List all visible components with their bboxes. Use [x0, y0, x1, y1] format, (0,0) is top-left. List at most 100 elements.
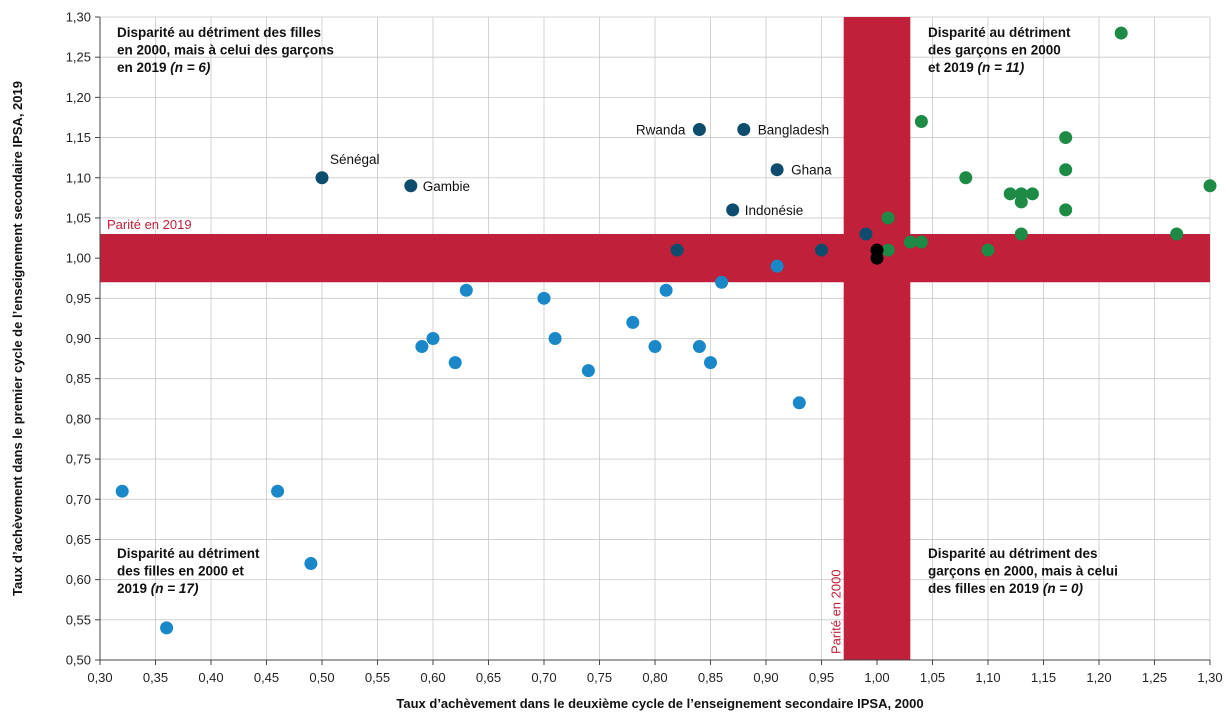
data-point — [448, 356, 462, 370]
quadrant-count: (n = 6) — [170, 60, 211, 75]
data-point — [704, 356, 717, 370]
data-point — [692, 123, 706, 137]
data-point — [670, 243, 684, 257]
parity-band-2000 — [843, 17, 911, 660]
point-label: Ghana — [791, 163, 832, 178]
x-tick-label: 0,30 — [87, 670, 112, 685]
point-label: Sénégal — [330, 152, 380, 167]
data-point — [870, 251, 884, 265]
y-tick-label: 0,80 — [66, 411, 91, 426]
data-point — [1059, 131, 1073, 145]
data-point — [537, 291, 551, 305]
data-point — [659, 283, 673, 297]
x-tick-label: 1,10 — [975, 670, 1000, 685]
data-point — [581, 364, 595, 378]
data-point — [648, 340, 662, 354]
data-point — [548, 332, 562, 345]
quadrant-count: (n = 0) — [1043, 581, 1084, 596]
quadrant-text: Disparité au détriment — [117, 546, 260, 561]
x-tick-label: 0,40 — [198, 670, 223, 685]
data-point — [1114, 26, 1128, 40]
quadrant-text: en 2019 — [117, 60, 170, 75]
y-tick-label: 1,25 — [66, 50, 91, 65]
x-tick-label: 1,20 — [1086, 670, 1111, 685]
quadrant-text: des filles en 2000 et — [117, 564, 244, 579]
quadrant-text: Disparité au détriment des filles — [117, 25, 321, 40]
y-tick-label: 0,50 — [66, 653, 91, 668]
x-tick-label: 1,05 — [920, 670, 945, 685]
data-point — [737, 123, 751, 137]
quadrant-text: des garçons en 2000 — [928, 43, 1061, 58]
data-point — [1014, 227, 1028, 241]
x-tick-label: 0,65 — [476, 670, 501, 685]
x-tick-label: 0,50 — [309, 670, 334, 685]
data-point — [881, 243, 895, 257]
point-label: Bangladesh — [758, 123, 829, 138]
quadrant-text: des filles en 2019 — [928, 581, 1043, 596]
data-point — [1003, 187, 1017, 201]
y-tick-label: 0,95 — [66, 291, 91, 306]
parity-band-2019 — [100, 234, 1210, 283]
x-tick-label: 0,80 — [642, 670, 667, 685]
quadrant-label-top-left-line: Disparité au détriment des filles — [117, 25, 321, 40]
data-point — [415, 340, 429, 354]
data-point — [115, 484, 129, 498]
x-tick-label: 0,35 — [143, 670, 168, 685]
data-point — [881, 211, 895, 225]
data-point — [792, 396, 806, 410]
quadrant-text: 2019 — [117, 581, 151, 596]
data-point — [426, 332, 440, 345]
x-tick-label: 1,25 — [1142, 670, 1167, 685]
x-tick-label: 0,75 — [587, 670, 612, 685]
x-tick-label: 1,00 — [864, 670, 889, 685]
y-tick-label: 0,60 — [66, 572, 91, 587]
data-point — [1059, 163, 1073, 177]
quadrant-count: (n = 11) — [978, 60, 1025, 75]
x-tick-label: 0,95 — [809, 670, 834, 685]
point-label: Indonésie — [745, 203, 804, 218]
y-axis-title: Taux d’achèvement dans le premier cycle … — [10, 81, 25, 596]
quadrant-label-bottom-left-line: 2019 (n = 17) — [117, 581, 199, 596]
data-point — [1059, 203, 1073, 217]
quadrant-text: Disparité au détriment — [928, 25, 1071, 40]
data-point — [1014, 195, 1028, 209]
quadrant-label-top-right-line: et 2019 (n = 11) — [928, 60, 1025, 75]
y-tick-label: 0,85 — [66, 371, 91, 386]
quadrant-count: (n = 17) — [151, 581, 199, 596]
parity-2000-label: Parité en 2000 — [829, 569, 844, 654]
quadrant-label-bottom-right-line: des filles en 2019 (n = 0) — [928, 581, 1083, 596]
x-tick-label: 0,55 — [365, 670, 390, 685]
quadrant-label-top-left-line: en 2000, mais à celui des garçons — [117, 43, 334, 58]
data-point — [815, 243, 828, 257]
x-tick-label: 0,70 — [531, 670, 556, 685]
y-tick-label: 0,65 — [66, 532, 91, 547]
y-tick-label: 0,75 — [66, 452, 91, 467]
y-tick-label: 0,55 — [66, 612, 91, 627]
data-point — [959, 171, 973, 185]
x-tick-label: 1,30 — [1197, 670, 1222, 685]
y-tick-label: 0,70 — [66, 492, 91, 507]
data-point — [903, 235, 917, 249]
quadrant-text: Disparité au détriment des — [928, 546, 1098, 561]
data-point — [692, 340, 706, 354]
data-point — [304, 557, 318, 571]
x-tick-label: 0,45 — [254, 670, 279, 685]
quadrant-label-top-left-line: en 2019 (n = 6) — [117, 60, 211, 75]
data-point — [459, 283, 473, 297]
data-point — [315, 171, 329, 185]
quadrant-label-bottom-left-line: Disparité au détriment — [117, 546, 260, 561]
parity-2019-label: Parité en 2019 — [107, 217, 192, 232]
data-point — [859, 227, 873, 241]
data-point — [160, 621, 174, 635]
quadrant-text: garçons en 2000, mais à celui — [928, 564, 1118, 579]
y-tick-label: 1,05 — [66, 210, 91, 225]
data-point — [914, 235, 928, 249]
data-point — [770, 163, 784, 177]
quadrant-text: en 2000, mais à celui des garçons — [117, 43, 334, 58]
data-point — [981, 243, 995, 257]
data-point — [1170, 227, 1184, 241]
quadrant-label-bottom-right-line: garçons en 2000, mais à celui — [928, 564, 1118, 579]
y-tick-label: 1,15 — [66, 130, 91, 145]
